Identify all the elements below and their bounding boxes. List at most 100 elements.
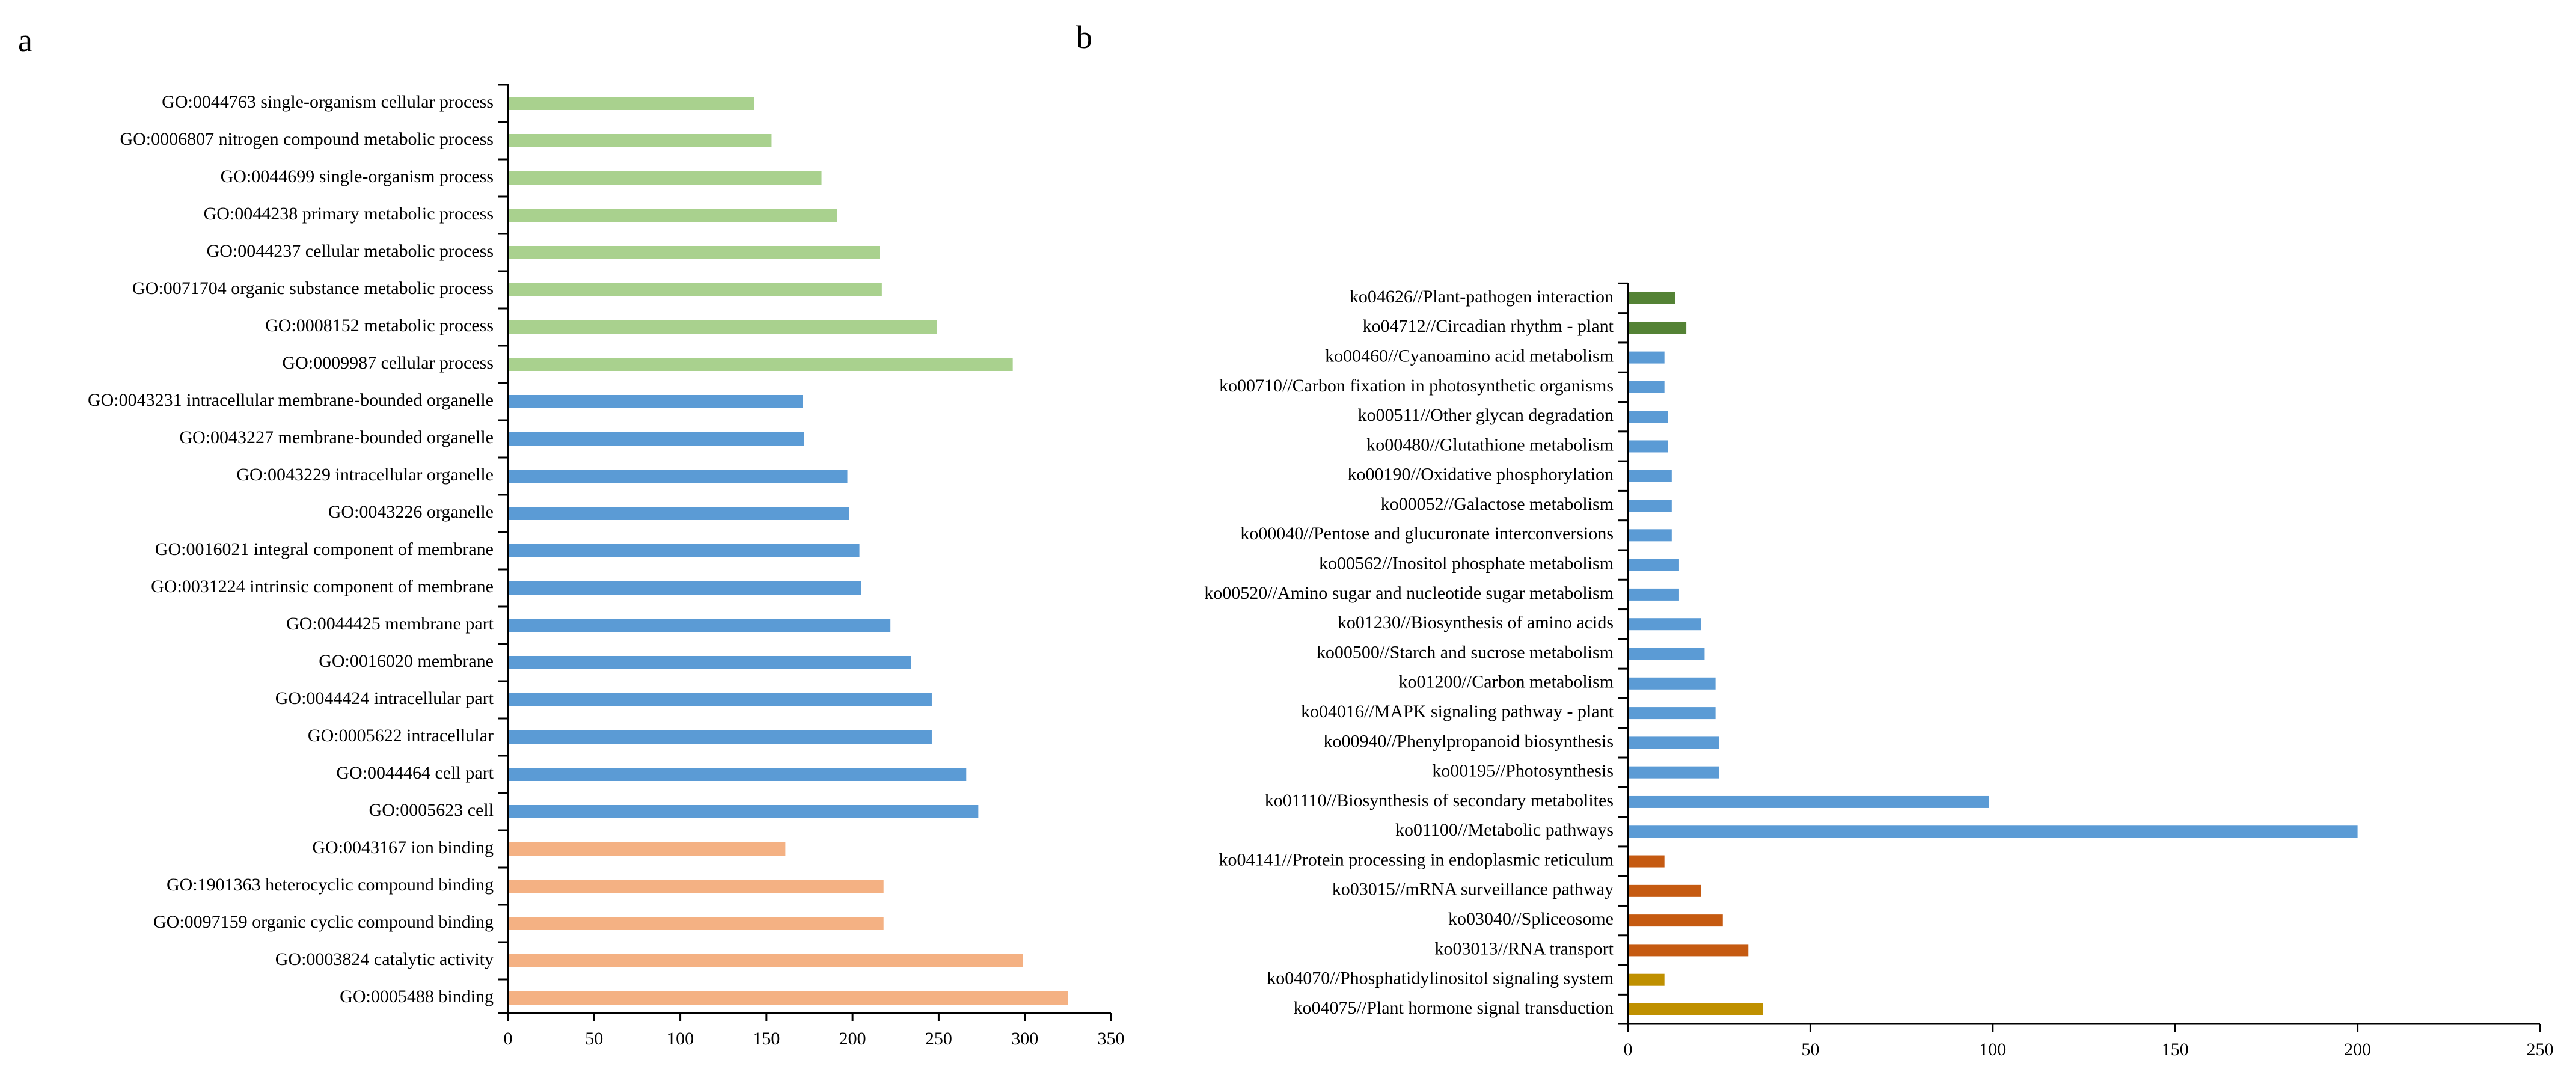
a-bar <box>509 768 967 781</box>
a-category-label: GO:0044424 intracellular part <box>275 688 494 708</box>
b-category-label: ko04712//Circadian rhythm - plant <box>1363 316 1614 336</box>
b-category-label: ko00500//Starch and sucrose metabolism <box>1317 642 1614 662</box>
b-bar <box>1629 766 1719 779</box>
a-category-label: GO:0043227 membrane-bounded organelle <box>179 427 494 447</box>
b-category-label: ko01230//Biosynthesis of amino acids <box>1338 613 1614 632</box>
b-category-label: ko00562//Inositol phosphate metabolism <box>1319 554 1614 574</box>
b-category-label: ko00460//Cyanoamino acid metabolism <box>1325 346 1614 366</box>
b-bar <box>1629 440 1668 453</box>
a-bar <box>509 432 804 446</box>
a-bar <box>509 730 932 744</box>
b-bar <box>1629 736 1719 749</box>
a-x-tick-label: 200 <box>839 1029 866 1049</box>
a-bar <box>509 470 848 483</box>
a-bar <box>509 842 786 856</box>
b-category-label: ko03013//RNA transport <box>1435 939 1614 958</box>
a-category-label: GO:0071704 organic substance metabolic p… <box>132 278 494 298</box>
a-category-label: GO:0044238 primary metabolic process <box>204 204 494 224</box>
b-category-label: ko04626//Plant-pathogen interaction <box>1350 287 1614 307</box>
a-bar <box>509 880 884 893</box>
b-bar <box>1629 677 1716 690</box>
a-bar <box>509 619 891 632</box>
a-bar <box>509 209 837 222</box>
a-bar <box>509 320 937 334</box>
a-category-label: GO:0003824 catalytic activity <box>275 949 494 969</box>
a-bar <box>509 134 772 147</box>
b-bar <box>1629 411 1668 423</box>
b-bar <box>1629 559 1679 571</box>
panel-a-label: a <box>18 22 32 58</box>
b-category-label: ko01110//Biosynthesis of secondary metab… <box>1265 791 1614 810</box>
a-category-label: GO:0008152 metabolic process <box>265 316 494 335</box>
a-x-tick-label: 50 <box>585 1029 603 1049</box>
a-x-tick-label: 150 <box>753 1029 780 1049</box>
a-x-tick-label: 250 <box>925 1029 952 1049</box>
b-bar <box>1629 500 1672 512</box>
a-bar <box>509 917 884 930</box>
a-bar <box>509 544 860 557</box>
b-category-label: ko00190//Oxidative phosphorylation <box>1348 465 1614 485</box>
panel-b-label: b <box>1076 19 1092 55</box>
b-bar <box>1629 588 1679 601</box>
a-category-label: GO:0043229 intracellular organelle <box>236 465 494 485</box>
b-category-label: ko01100//Metabolic pathways <box>1395 820 1614 840</box>
b-bar <box>1629 351 1665 364</box>
b-bar <box>1629 884 1701 897</box>
b-category-label: ko00940//Phenylpropanoid biosynthesis <box>1324 731 1614 751</box>
b-x-tick-label: 200 <box>2344 1040 2371 1059</box>
b-category-label: ko00511//Other glycan degradation <box>1358 405 1614 425</box>
a-category-label: GO:0043231 intracellular membrane-bounde… <box>88 390 494 410</box>
a-bar <box>509 283 882 296</box>
a-category-label: GO:0043167 ion binding <box>312 838 494 857</box>
a-category-label: GO:1901363 heterocyclic compound binding <box>167 875 494 895</box>
b-bar <box>1629 292 1675 304</box>
a-category-label: GO:0044464 cell part <box>336 763 494 783</box>
a-bar <box>509 246 880 259</box>
b-bar <box>1629 322 1687 334</box>
panel-a-go-chart: GO:0044763 single-organism cellular proc… <box>88 84 1125 1049</box>
panel-b-kegg-chart: ko04626//Plant-pathogen interaction ko047… <box>1204 282 2554 1059</box>
b-bar <box>1629 707 1716 720</box>
b-category-label: ko03015//mRNA surveillance pathway <box>1332 880 1614 899</box>
a-category-label: GO:0044763 single-organism cellular proc… <box>162 92 494 112</box>
b-bar <box>1629 529 1672 542</box>
a-category-label: GO:0016021 integral component of membran… <box>155 539 494 559</box>
a-bar <box>509 171 822 185</box>
a-category-label: GO:0044237 cellular metabolic process <box>207 241 494 261</box>
b-x-tick-label: 250 <box>2527 1040 2554 1059</box>
b-bar <box>1629 973 1665 986</box>
b-bar <box>1629 914 1723 927</box>
a-x-tick-label: 350 <box>1098 1029 1125 1049</box>
b-bar <box>1629 825 2358 838</box>
a-category-label: GO:0043226 organelle <box>328 502 494 522</box>
b-category-label: ko00520//Amino sugar and nucleotide suga… <box>1204 583 1614 603</box>
a-bar <box>509 358 1013 371</box>
a-bar <box>509 693 932 706</box>
a-bar <box>509 954 1023 967</box>
b-bar <box>1629 381 1665 393</box>
a-bar <box>509 507 849 520</box>
b-x-tick-label: 100 <box>1979 1040 2006 1059</box>
b-category-label: ko04075//Plant hormone signal transducti… <box>1294 998 1614 1018</box>
a-category-label: GO:0005623 cell <box>369 800 494 820</box>
b-category-label: ko04016//MAPK signaling pathway - plant <box>1301 702 1614 721</box>
a-bar <box>509 991 1068 1005</box>
a-bar <box>509 805 979 818</box>
b-category-label: ko00052//Galactose metabolism <box>1381 494 1614 514</box>
a-category-label: GO:0005488 binding <box>340 987 494 1006</box>
a-bar <box>509 656 911 669</box>
a-category-label: GO:0044699 single-organism process <box>221 167 494 186</box>
a-bar <box>509 97 754 110</box>
a-bar <box>509 581 861 595</box>
a-x-tick-label: 100 <box>667 1029 694 1049</box>
a-category-label: GO:0006807 nitrogen compound metabolic p… <box>120 129 494 149</box>
a-category-label: GO:0031224 intrinsic component of membra… <box>151 577 494 596</box>
b-category-label: ko00040//Pentose and glucuronate interco… <box>1240 524 1614 544</box>
b-bar <box>1629 855 1665 868</box>
b-category-label: ko01200//Carbon metabolism <box>1399 672 1614 692</box>
b-category-label: ko03040//Spliceosome <box>1448 909 1614 929</box>
a-category-label: GO:0016020 membrane <box>319 651 494 671</box>
b-category-label: ko00195//Photosynthesis <box>1432 761 1614 781</box>
b-category-label: ko04141//Protein processing in endoplasm… <box>1219 850 1614 869</box>
